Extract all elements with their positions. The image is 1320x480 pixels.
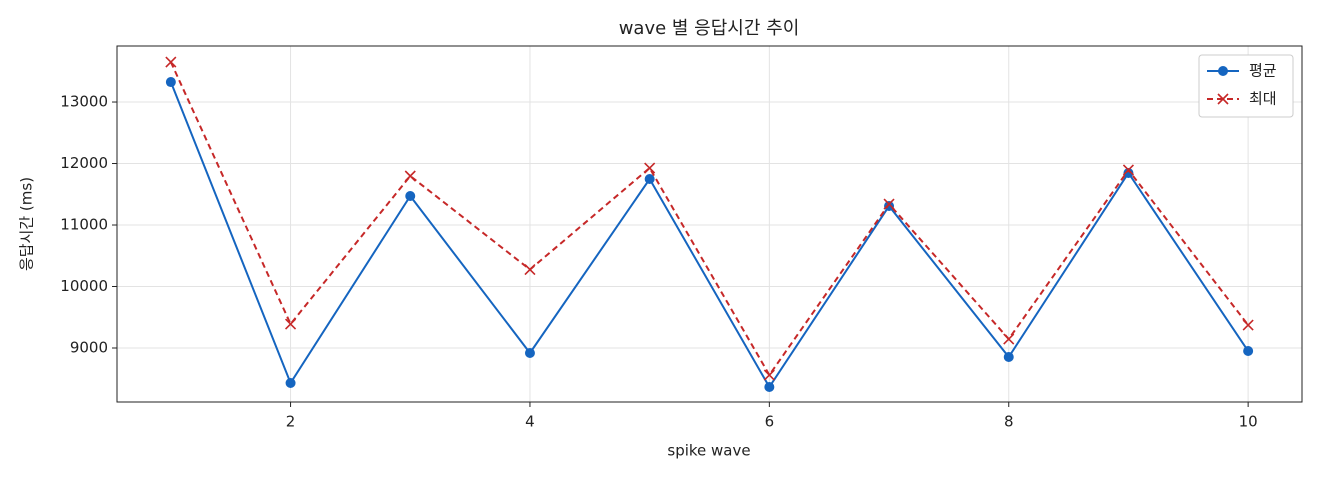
x-axis-label: spike wave bbox=[667, 442, 750, 460]
point bbox=[764, 381, 775, 392]
y-tick-label: 13000 bbox=[60, 93, 108, 111]
x-tick-label: 4 bbox=[525, 413, 535, 431]
x-tick-label: 2 bbox=[286, 413, 296, 431]
y-axis-label: 응답시간 (ms) bbox=[18, 177, 36, 271]
legend-box bbox=[1198, 54, 1294, 118]
series-line bbox=[169, 61, 1249, 377]
point bbox=[1123, 167, 1134, 178]
plot-frame bbox=[116, 45, 1303, 403]
x-tick-label: 8 bbox=[1004, 413, 1014, 431]
x-tick-label: 10 bbox=[1239, 413, 1258, 431]
legend-marker bbox=[1217, 93, 1229, 105]
x-tick-label: 6 bbox=[765, 413, 775, 431]
point bbox=[644, 162, 656, 174]
legend-label: 최대 bbox=[1249, 90, 1277, 108]
point bbox=[285, 377, 296, 388]
point bbox=[884, 201, 895, 212]
legend-label: 평균 bbox=[1249, 62, 1277, 80]
point bbox=[883, 198, 895, 210]
y-tick-label: 12000 bbox=[60, 154, 108, 172]
series-line bbox=[169, 81, 1249, 389]
point bbox=[1242, 319, 1254, 331]
y-tick-label: 10000 bbox=[60, 277, 108, 295]
point bbox=[165, 77, 176, 88]
point bbox=[405, 190, 416, 201]
y-tick-label: 9000 bbox=[70, 339, 108, 357]
point bbox=[1003, 351, 1014, 362]
y-tick-label: 11000 bbox=[60, 216, 108, 234]
point bbox=[1122, 164, 1135, 176]
chart-title: wave 별 응답시간 추이 bbox=[619, 18, 800, 39]
point bbox=[1003, 333, 1015, 345]
legend-marker bbox=[1218, 66, 1228, 76]
point bbox=[763, 369, 775, 381]
point bbox=[404, 170, 416, 182]
point bbox=[644, 174, 655, 185]
point bbox=[165, 56, 177, 68]
point bbox=[284, 318, 297, 330]
point bbox=[1243, 346, 1254, 357]
point bbox=[524, 347, 535, 358]
point bbox=[524, 263, 536, 276]
